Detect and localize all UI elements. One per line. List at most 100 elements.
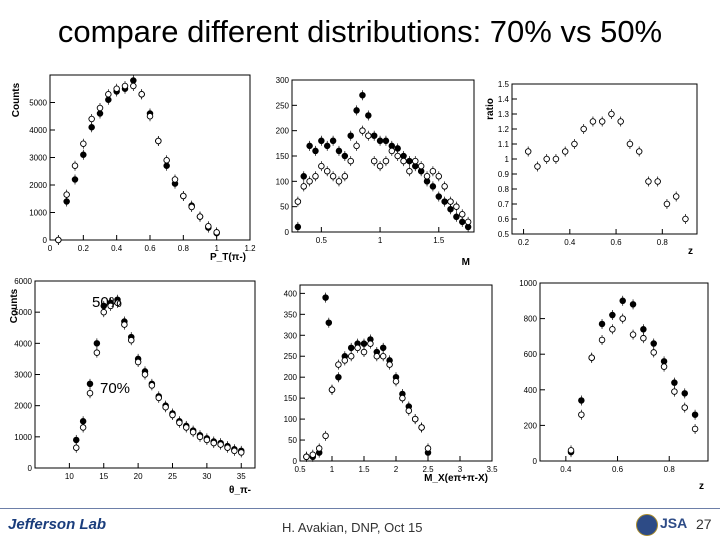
x-tick-label: 0.6 — [612, 465, 624, 474]
data-point-open — [359, 127, 366, 134]
y-tick-label: 400 — [284, 289, 298, 298]
data-point-filled — [578, 397, 585, 404]
data-point-open — [609, 326, 616, 333]
x-tick-label: 2 — [394, 465, 399, 474]
data-point-open — [400, 157, 407, 165]
data-point-open — [323, 167, 331, 175]
data-point-filled — [322, 294, 329, 301]
x-axis-label: z — [688, 246, 693, 257]
label-50-percent: 50% — [92, 294, 123, 311]
data-point-filled — [72, 436, 80, 444]
data-point-open — [619, 315, 626, 322]
plot-frame — [291, 79, 475, 233]
data-point-filled — [80, 151, 87, 158]
data-point-open — [388, 147, 396, 155]
data-point-filled — [681, 390, 688, 397]
data-point-open — [114, 299, 121, 307]
x-tick-label: 10 — [65, 472, 74, 481]
data-point-filled — [379, 344, 387, 352]
x-tick-label: 0.5 — [294, 465, 306, 474]
data-point-open — [100, 308, 107, 316]
data-point-open — [315, 445, 323, 452]
y-tick-label: 0 — [285, 228, 290, 237]
x-tick-label: 0.6 — [144, 244, 156, 253]
data-point-filled — [394, 145, 401, 152]
data-point-open — [146, 113, 154, 120]
data-point-filled — [335, 147, 343, 155]
data-point-open — [63, 191, 70, 198]
data-point-open — [210, 439, 217, 447]
x-axis-label: z — [699, 481, 704, 492]
data-point-open — [312, 173, 319, 180]
x-tick-label: 3 — [458, 465, 463, 474]
x-tick-label: 25 — [168, 472, 177, 481]
y-tick-label: 600 — [524, 350, 538, 359]
y-tick-label: 250 — [276, 101, 290, 110]
x-tick-label: 15 — [99, 472, 108, 481]
y-tick-label: 100 — [276, 177, 290, 186]
data-point-filled — [650, 340, 657, 347]
data-point-open — [318, 162, 325, 170]
data-point-open — [169, 411, 176, 419]
x-axis-label: P_T(π-) — [210, 252, 246, 263]
y-tick-label: 300 — [276, 76, 290, 85]
data-point-open — [423, 173, 431, 180]
y-tick-label: 1 — [505, 155, 510, 164]
data-point-open — [203, 436, 211, 444]
data-point-open — [96, 104, 104, 112]
theta-distribution-chart: 10 15 20 25 30 35 0 1000 2000 3000 4000 5000 6000 θ_π… — [9, 277, 256, 496]
x-tick-label: 2.5 — [422, 465, 434, 474]
pt-distribution-chart: 0 0.2 0.4 0.6 0.8 1 1.2 0 1000 2000 3000 4000 5000 P_… — [11, 74, 256, 263]
ratio-vs-z-chart: 0.2 0.4 0.6 0.8 0.5 0.6 0.7 0.8 0.9 1 1.1 1.2 1.3 1.4… — [485, 80, 698, 257]
y-tick-label: 4000 — [29, 126, 47, 135]
invariant-mass-chart: 0.5 1 1.5 0 50 100 150 200 250 300 M — [276, 76, 475, 268]
data-point-open — [155, 137, 162, 145]
x-tick-label: 0.8 — [664, 465, 676, 474]
slide-title: compare different distributions: 70% vs … — [57, 14, 663, 49]
data-point-open — [412, 157, 419, 165]
x-tick-label: 20 — [134, 472, 143, 481]
y-tick-label: 3000 — [14, 371, 32, 380]
x-tick-label: 1.2 — [244, 244, 256, 253]
data-point-open — [464, 218, 472, 226]
data-point-open — [406, 167, 413, 175]
x-tick-label: 1 — [214, 244, 219, 253]
data-point-filled — [435, 193, 443, 200]
y-axis-label: Counts — [9, 288, 20, 323]
data-point-open — [86, 389, 94, 397]
data-point-open — [567, 447, 575, 454]
data-point-open — [598, 336, 606, 344]
data-point-open — [306, 178, 313, 185]
data-point-filled — [312, 147, 319, 155]
x-axis-label: M — [462, 257, 470, 268]
data-point-filled — [609, 311, 616, 319]
y-tick-label: 0.9 — [498, 170, 510, 179]
data-point-open — [354, 344, 361, 352]
data-point-open — [130, 82, 137, 90]
data-point-open — [341, 173, 349, 180]
data-point-open — [176, 419, 183, 427]
data-point-open — [88, 115, 95, 123]
data-point-open — [629, 331, 637, 338]
data-point-open — [141, 371, 149, 378]
data-point-open — [196, 433, 204, 441]
data-point-open — [231, 447, 238, 455]
y-tick-label: 350 — [284, 310, 298, 319]
x-tick-label: 0.8 — [178, 244, 190, 253]
y-tick-label: 1.3 — [498, 110, 510, 119]
y-tick-label: 1.5 — [498, 80, 510, 89]
data-point-filled — [447, 205, 454, 213]
data-point-open — [347, 352, 355, 360]
data-point-open — [370, 157, 378, 165]
data-point-open — [322, 432, 329, 440]
x-tick-label: 0.2 — [518, 238, 530, 247]
data-point-filled — [88, 124, 95, 131]
data-point-open — [328, 386, 336, 394]
data-point-filled — [294, 223, 302, 231]
data-point-open — [399, 394, 406, 402]
data-point-open — [671, 388, 678, 395]
data-point-open — [237, 449, 245, 456]
data-point-open — [309, 451, 317, 458]
data-point-open — [589, 118, 597, 125]
data-point-open — [424, 445, 432, 452]
